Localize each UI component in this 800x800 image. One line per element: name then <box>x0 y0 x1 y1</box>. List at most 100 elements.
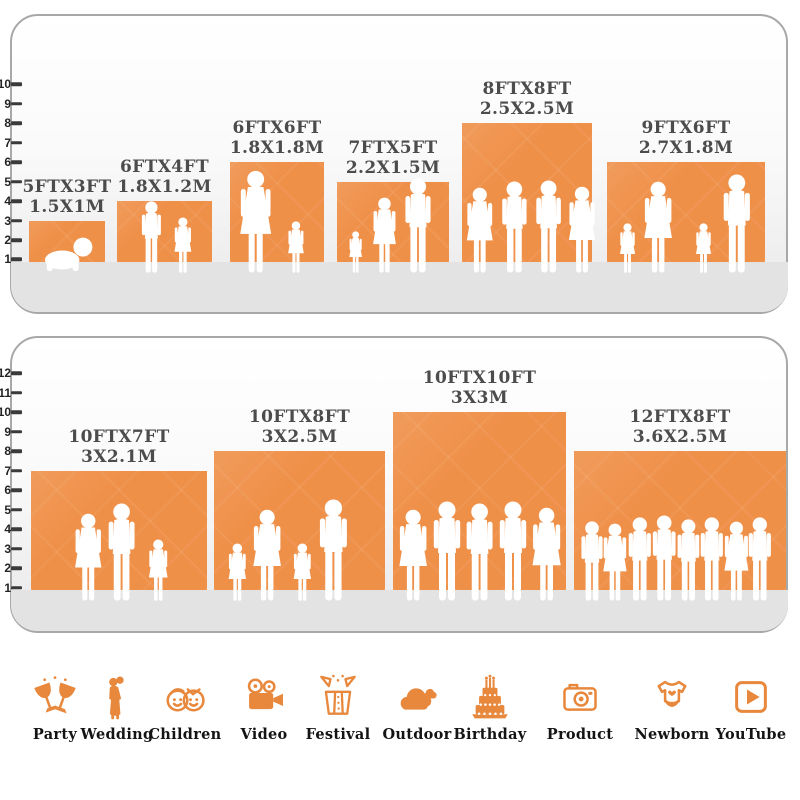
man-silhouette <box>672 519 705 601</box>
woman-silhouette <box>232 170 279 273</box>
man-silhouette <box>496 181 533 273</box>
girl-silhouette <box>692 223 715 273</box>
ruler-number: 7 <box>4 135 11 150</box>
outdoor-icon <box>369 668 465 720</box>
ruler-tick <box>11 566 22 570</box>
woman-silhouette <box>246 509 288 601</box>
category-item-product: Product <box>532 668 628 743</box>
ruler-number: 4 <box>4 194 11 209</box>
floor-strip <box>11 262 788 312</box>
ruler-number: 12 <box>0 366 11 380</box>
backdrop-size-m: 3X2.1M <box>81 446 157 467</box>
ruler-number: 6 <box>4 155 11 170</box>
children-icon <box>137 668 233 720</box>
backdrop-size-m: 3.6X2.5M <box>632 426 728 447</box>
ruler-number: 6 <box>4 483 11 497</box>
ruler-tick <box>11 121 22 126</box>
man-silhouette <box>460 503 499 601</box>
ruler-tick <box>11 468 22 473</box>
man-silhouette <box>399 178 437 273</box>
ruler-tick <box>11 179 22 184</box>
youtube-icon <box>703 668 799 720</box>
ruler-tick <box>11 257 22 262</box>
category-label: Video <box>240 726 288 743</box>
man-silhouette <box>695 517 729 601</box>
man-silhouette <box>493 501 533 601</box>
girl-silhouette <box>224 543 251 601</box>
backdrop-size-label: 8FTX8FT 2.5X2.5M <box>480 79 574 119</box>
ruler-tick <box>11 390 22 395</box>
man-silhouette <box>313 499 354 601</box>
ruler-number: 10 <box>0 77 11 92</box>
category-item-video: Video <box>216 668 312 743</box>
backdrop-size-m: 1.5X1M <box>29 196 105 217</box>
backdrop-size-label: 6FTX4FT 1.8X1.2M <box>117 157 211 197</box>
ruler-tick <box>11 429 22 434</box>
category-item-children: Children <box>137 668 233 743</box>
festival-icon <box>290 668 386 720</box>
ruler-number: 1 <box>4 252 11 267</box>
ruler-tick <box>11 410 22 414</box>
woman-silhouette <box>597 523 633 601</box>
category-item-party: Party <box>7 668 103 743</box>
ruler-number: 9 <box>4 96 11 111</box>
backdrop-size-label: 7FTX5FT 2.2X1.5M <box>346 138 440 178</box>
woman-silhouette <box>525 507 568 601</box>
category-label: Children <box>148 726 222 743</box>
ruler-number: 10 <box>0 405 11 419</box>
ruler-tick <box>11 140 22 145</box>
backdrop-rect <box>214 451 385 590</box>
ruler-number: 2 <box>4 561 11 575</box>
backdrop-size-ft: 10FTX10FT <box>422 367 537 388</box>
man-silhouette <box>530 180 567 273</box>
ruler-tick <box>11 199 22 203</box>
backdrop-size-label: 10FTX10FT 3X3M <box>423 368 537 408</box>
woman-silhouette <box>460 187 500 273</box>
product-icon <box>532 668 628 720</box>
ruler-number: 5 <box>4 502 11 517</box>
backdrop-size-ft: 7FTX5FT <box>348 137 438 158</box>
wedding-icon <box>69 668 165 720</box>
backdrop-rect <box>117 201 212 262</box>
ruler-tick <box>11 238 22 242</box>
backdrop-size-ft: 5FTX3FT <box>22 176 112 197</box>
man-silhouette <box>717 174 757 273</box>
ruler-tick <box>11 488 22 492</box>
ruler-tick <box>11 546 22 551</box>
ruler-tick <box>11 527 22 531</box>
woman-silhouette <box>718 521 755 601</box>
newborn-icon <box>624 668 720 720</box>
category-label: YouTube <box>715 726 787 743</box>
ruler-tick <box>11 507 22 512</box>
backdrop-size-ft: 6FTX4FT <box>119 156 210 177</box>
man-silhouette <box>427 501 467 601</box>
boy-silhouette <box>137 201 166 273</box>
girl-silhouette <box>144 539 173 601</box>
ruler-tick <box>11 449 22 453</box>
man-silhouette <box>743 517 777 601</box>
category-label: Product <box>546 726 614 743</box>
category-label: Newborn <box>634 726 710 743</box>
man-silhouette <box>623 517 657 601</box>
ruler-tick <box>11 218 22 223</box>
woman-silhouette <box>562 186 602 273</box>
backdrop-size-label: 10FTX7FT 3X2.1M <box>68 426 169 466</box>
backdrop-size-ft: 12FTX8FT <box>629 406 731 427</box>
category-item-newborn: Newborn <box>624 668 720 743</box>
backdrop-size-label: 5FTX3FT 1.5X1M <box>22 176 111 216</box>
man-silhouette <box>576 521 608 601</box>
backdrop-size-m: 3X2.5M <box>261 426 338 447</box>
backdrop-size-ft: 9FTX6FT <box>641 118 731 139</box>
backdrop-size-m: 2.2X1.5M <box>345 157 441 178</box>
woman-silhouette <box>68 513 108 601</box>
backdrop-size-ft: 10FTX7FT <box>68 426 170 447</box>
backdrop-size-m: 2.7X1.8M <box>638 138 734 159</box>
backdrop-size-label: 10FTX8FT 3X2.5M <box>249 407 350 447</box>
ruler-tick <box>11 585 22 590</box>
ruler-number: 11 <box>0 385 11 400</box>
backdrop-size-m: 1.8X1.2M <box>117 177 212 198</box>
ruler-tick <box>11 160 22 164</box>
ruler-tick <box>11 102 22 106</box>
category-label: Birthday <box>453 726 527 743</box>
